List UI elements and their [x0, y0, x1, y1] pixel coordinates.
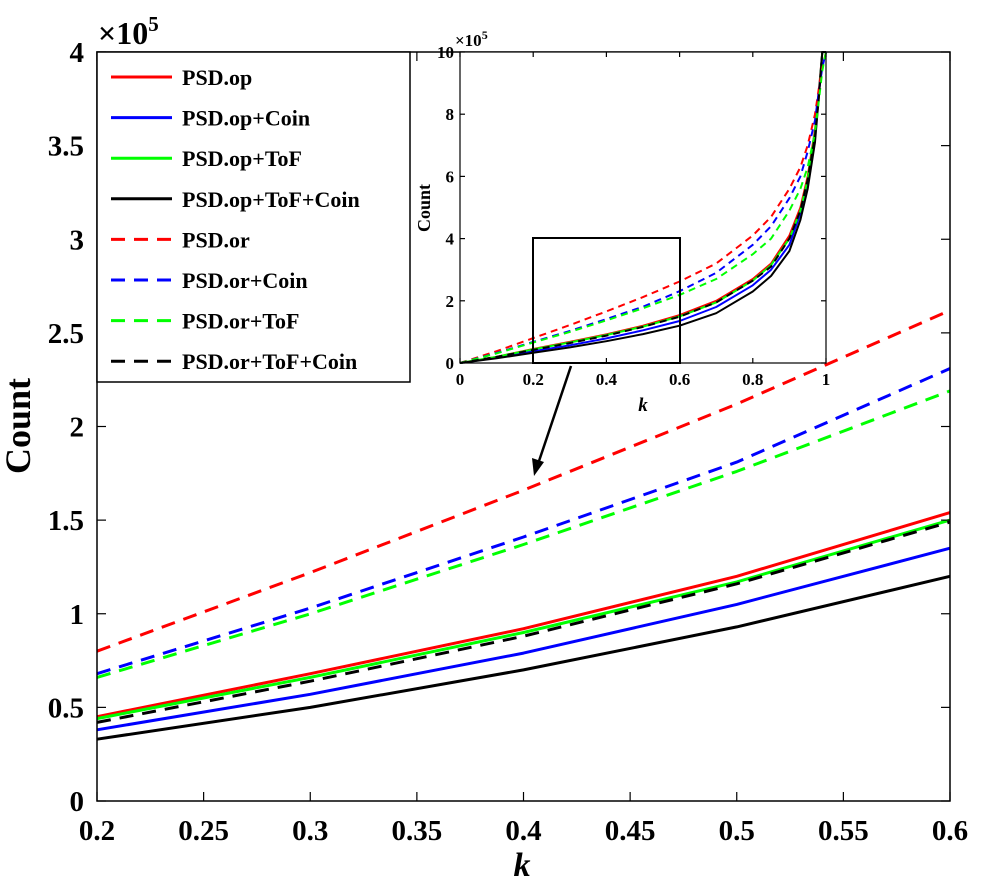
main-x-ticks: 0.2 0.25 0.3 0.35 0.4 0.45 0.5 0.55 0.6 — [79, 52, 968, 847]
inset-series-lines — [459, 51, 827, 364]
inset-y-tick-label: 6 — [446, 167, 455, 186]
legend-label: PSD.or — [182, 227, 250, 252]
legend-entry: PSD.op+ToF+Coin — [111, 187, 360, 212]
main-series-line-6 — [96, 389, 951, 679]
legend-entry: PSD.or — [111, 227, 250, 252]
main-x-tick-label: 0.45 — [605, 815, 656, 847]
main-plot: 0.2 0.25 0.3 0.35 0.4 0.45 0.5 0.55 0.6 0 0.5 1 1.5… — [0, 12, 968, 884]
main-x-tick-label: 0.3 — [292, 815, 328, 847]
inset-y-tick-label: 10 — [437, 43, 454, 62]
main-y-tick-label: 2 — [70, 412, 85, 444]
main-series-line-0 — [96, 511, 951, 719]
inset-x-tick-label: 0 — [456, 370, 465, 389]
inset-y-multiplier: ×105 — [455, 28, 488, 50]
main-y-tick-label: 4 — [70, 37, 85, 69]
main-x-tick-label: 0.25 — [178, 815, 229, 847]
main-x-tick-label: 0.35 — [392, 815, 443, 847]
inset-y-tick-label: 8 — [446, 105, 455, 124]
inset-y-tick-label: 4 — [446, 230, 455, 249]
inset-x-ticks: 0 0.2 0.4 0.6 0.8 1 — [456, 52, 831, 389]
legend-label: PSD.op+ToF — [182, 146, 302, 171]
main-y-tick-label: 3 — [70, 224, 85, 256]
main-y-tick-label: 2.5 — [48, 318, 84, 350]
main-y-tick-label: 0 — [70, 786, 85, 818]
main-series-line-3 — [96, 574, 951, 741]
inset-x-tick-label: 0.8 — [742, 370, 763, 389]
main-series-line-2 — [96, 518, 951, 721]
inset-series-line-6 — [459, 51, 827, 364]
main-series-line-7 — [96, 520, 951, 724]
main-y-tick-label: 1 — [70, 599, 85, 631]
legend: PSD.op PSD.op+Coin PSD.op+ToF PSD.op+ToF+Co… — [96, 51, 411, 383]
main-x-tick-label: 0.4 — [505, 815, 541, 847]
legend-entry: PSD.op+Coin — [111, 106, 310, 131]
legend-label: PSD.or+ToF — [182, 309, 299, 334]
inset-x-tick-label: 1 — [822, 370, 831, 389]
legend-box — [96, 51, 411, 383]
legend-label: PSD.op+Coin — [182, 106, 310, 131]
main-y-tick-label: 3.5 — [48, 131, 84, 163]
main-x-tick-label: 0.2 — [79, 815, 115, 847]
legend-entry: PSD.op — [111, 65, 252, 90]
main-x-tick-label: 0.6 — [932, 815, 968, 847]
inset-y-axis-label: Count — [414, 184, 434, 232]
main-y-ticks: 0 0.5 1 1.5 2 2.5 3 3.5 4 — [48, 37, 950, 818]
zoom-arrow — [532, 365, 573, 476]
inset-series-line-7 — [459, 51, 826, 364]
inset-y-ticks: 0 2 4 6 8 10 — [437, 43, 826, 373]
inset-y-tick-label: 2 — [446, 292, 455, 311]
zoom-box — [532, 237, 681, 364]
main-x-axis-label: k — [514, 847, 531, 884]
main-y-tick-label: 1.5 — [48, 505, 84, 537]
inset-y-tick-label: 0 — [446, 354, 455, 373]
legend-entries: PSD.op PSD.op+Coin PSD.op+ToF PSD.op+ToF+Co… — [111, 65, 360, 374]
main-series-line-5 — [96, 367, 951, 676]
legend-entry: PSD.op+ToF — [111, 146, 302, 171]
legend-label: PSD.op+ToF+Coin — [182, 187, 360, 212]
main-series-line-1 — [96, 546, 951, 732]
main-series-line-4 — [96, 309, 951, 653]
inset-x-tick-label: 0.4 — [596, 370, 618, 389]
legend-label: PSD.op — [182, 65, 252, 90]
inset-x-tick-label: 0.2 — [523, 370, 544, 389]
main-y-tick-label: 0.5 — [48, 692, 84, 724]
inset-x-tick-label: 0.6 — [669, 370, 690, 389]
legend-entry: PSD.or+Coin — [111, 268, 308, 293]
legend-entry: PSD.or+ToF+Coin — [111, 349, 357, 374]
legend-label: PSD.or+Coin — [182, 268, 308, 293]
inset-x-axis-label: k — [638, 395, 648, 416]
main-x-tick-label: 0.5 — [719, 815, 755, 847]
legend-entry: PSD.or+ToF — [111, 309, 299, 334]
main-y-multiplier: ×105 — [98, 12, 159, 51]
inset-plot: 0 0.2 0.4 0.6 0.8 1 0 2 4 6 8 10 ×105 Count k — [414, 28, 830, 416]
legend-label: PSD.or+ToF+Coin — [182, 349, 357, 374]
main-y-axis-label: Count — [0, 378, 38, 474]
main-series-lines — [96, 309, 951, 741]
main-x-tick-label: 0.55 — [818, 815, 869, 847]
inset-background — [460, 52, 826, 363]
